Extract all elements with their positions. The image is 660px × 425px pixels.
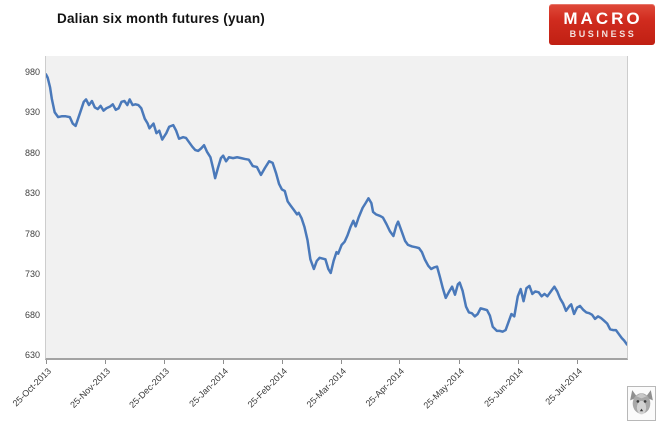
y-axis-label: 830 xyxy=(24,188,40,199)
x-axis-label: 25-Jun-2014 xyxy=(482,366,525,409)
x-axis-tick xyxy=(281,360,283,364)
wolf-logo-image xyxy=(627,386,656,421)
x-axis-label: 25-Feb-2014 xyxy=(245,366,289,410)
x-axis-tick xyxy=(105,360,107,364)
y-axis-label: 780 xyxy=(24,228,40,239)
x-axis-tick xyxy=(222,360,224,364)
x-axis-label: 25-Dec-2013 xyxy=(127,366,171,410)
logo-text-macro: MACRO xyxy=(563,9,643,28)
x-axis-label: 25-May-2014 xyxy=(421,366,466,411)
futures-line-chart xyxy=(46,73,627,346)
series-line xyxy=(46,73,627,346)
x-axis-tick xyxy=(46,360,48,364)
plot-area xyxy=(45,56,628,360)
x-axis-tick xyxy=(399,360,401,364)
x-axis-tick xyxy=(163,360,165,364)
x-axis-tick xyxy=(576,360,578,364)
x-axis-label: 25-Jan-2014 xyxy=(187,366,230,409)
y-axis-label: 880 xyxy=(24,147,40,158)
y-axis-label: 930 xyxy=(24,107,40,118)
y-axis-label: 680 xyxy=(24,309,40,320)
chart-title: Dalian six month futures (yuan) xyxy=(57,11,265,26)
y-axis-label: 730 xyxy=(24,269,40,280)
macrobusiness-logo: MACRO BUSINESS xyxy=(549,4,655,45)
wolf-face-icon xyxy=(630,390,653,415)
logo-text-business: BUSINESS xyxy=(569,28,637,39)
y-axis-label: 980 xyxy=(24,67,40,77)
x-axis-label: 25-Apr-2014 xyxy=(364,366,407,409)
x-axis-label: 25-Nov-2013 xyxy=(68,366,113,410)
x-axis-label: 25-Oct-2013 xyxy=(10,366,54,409)
x-axis-tick xyxy=(458,360,460,364)
x-axis-tick xyxy=(517,360,519,364)
x-axis-label: 25-Jul-2014 xyxy=(543,366,584,407)
x-axis-tick xyxy=(340,360,342,364)
y-axis-label: 630 xyxy=(24,350,40,361)
x-axis-label: 25-Mar-2014 xyxy=(304,366,348,410)
